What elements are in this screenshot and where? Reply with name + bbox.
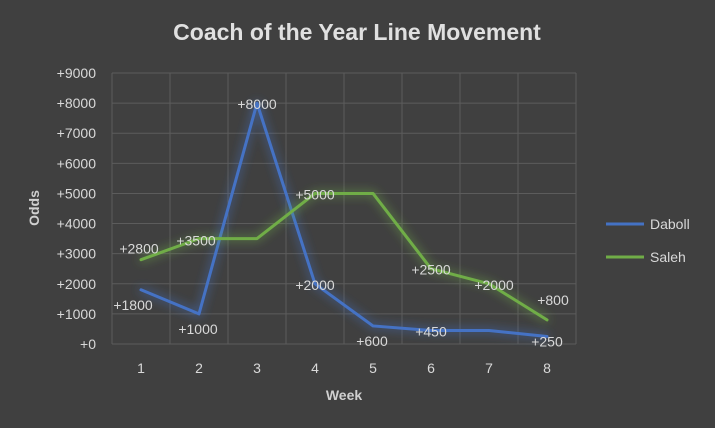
y-tick-label: +7000 [57,125,97,141]
data-label-saleh: +2000 [474,277,514,293]
legend-label-saleh: Saleh [650,249,686,265]
data-label-daboll: +450 [415,323,447,339]
y-axis-ticks: +0 +1000 +2000 +3000 +4000 +5000 +6000 +7000 +80… [57,65,97,352]
y-tick-label: +4000 [57,216,97,232]
y-tick-label: +3000 [57,246,97,262]
data-label-daboll: +1000 [178,321,218,337]
x-axis-ticks: 1 2 3 4 5 6 7 8 [137,360,551,376]
series-line-saleh [139,191,549,322]
x-tick-label: 8 [543,360,551,376]
data-label-saleh: +2800 [119,241,159,257]
x-tick-label: 1 [137,360,145,376]
x-tick-label: 7 [485,360,493,376]
y-tick-label: +5000 [57,185,97,201]
x-tick-label: 5 [369,360,377,376]
y-tick-label: +9000 [57,65,97,81]
legend-label-daboll: Daboll [650,216,690,232]
x-tick-label: 3 [253,360,261,376]
series-line-daboll [139,101,549,338]
data-label-saleh: +800 [537,292,569,308]
legend: Daboll Saleh [606,216,690,265]
series-lines [139,101,549,338]
data-label-saleh: +5000 [295,186,335,202]
data-label-saleh: +3500 [176,233,216,249]
y-tick-label: +6000 [57,155,97,171]
data-label-daboll: +250 [531,333,563,349]
data-label-daboll: +1800 [113,297,153,313]
y-tick-label: +2000 [57,276,97,292]
data-label-daboll: +8000 [237,96,277,112]
x-tick-label: 2 [195,360,203,376]
data-label-daboll: +2000 [295,277,335,293]
y-tick-label: +1000 [57,306,97,322]
x-tick-label: 4 [311,360,319,376]
y-tick-label: +0 [80,336,96,352]
chart-title: Coach of the Year Line Movement [173,19,541,45]
x-axis-label: Week [326,387,363,403]
y-axis-label: Odds [26,190,42,226]
data-labels: +1800 +1000 +8000 +2000 +600 +450 +250 +2800 +35… [113,96,569,349]
x-tick-label: 6 [427,360,435,376]
data-label-daboll: +600 [356,333,388,349]
y-tick-label: +8000 [57,95,97,111]
data-label-saleh: +2500 [411,262,451,278]
